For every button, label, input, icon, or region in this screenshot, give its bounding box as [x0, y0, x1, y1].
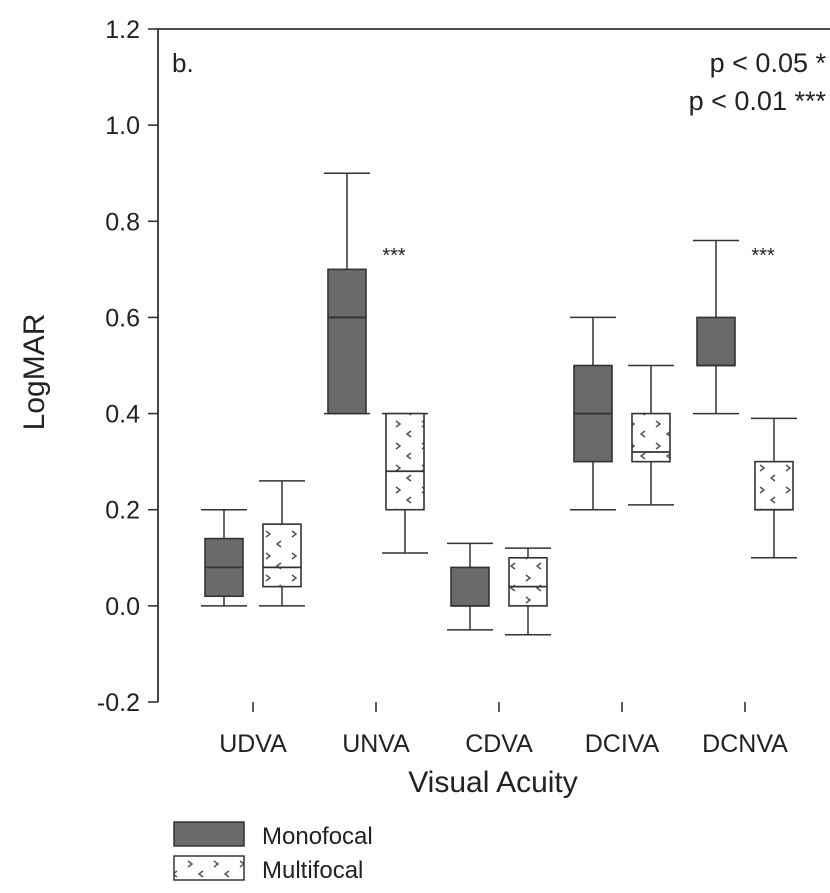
box-multifocal-unva — [382, 412, 428, 554]
iqr-box — [327, 268, 367, 415]
y-tick-label: 0.0 — [105, 593, 140, 621]
box-multifocal-udva — [259, 480, 305, 607]
iqr-box — [631, 412, 671, 463]
box-monofocal-dcnva — [693, 239, 739, 415]
y-axis: -0.2 0.0 0.2 0.4 0.6 0.8 1.0 1.2 — [97, 16, 158, 717]
box-monofocal-cdva — [447, 542, 493, 631]
legend-swatch-monofocal — [173, 821, 245, 847]
box-series — [201, 172, 797, 636]
significance-legend-line-1: p < 0.05 * — [710, 48, 827, 78]
y-tick-label: 1.2 — [105, 16, 140, 44]
box-multifocal-dciva — [628, 364, 674, 506]
significance-annotations: *** *** — [382, 245, 775, 267]
significance-marker: *** — [382, 245, 406, 267]
y-tick-label: 0.4 — [105, 401, 140, 429]
x-tick-label: UDVA — [219, 730, 287, 758]
plot-frame — [157, 28, 830, 702]
box-monofocal-udva — [201, 508, 247, 607]
box-multifocal-dcnva — [751, 417, 797, 559]
x-axis: UDVA UNVA CDVA DCIVA DCNVA — [219, 702, 788, 758]
box-multifocal-cdva — [505, 547, 551, 636]
legend-swatch-multifocal — [173, 855, 245, 881]
significance-legend-line-2: p < 0.01 *** — [689, 86, 827, 116]
box-monofocal-dciva — [570, 316, 616, 511]
x-axis-title: Visual Acuity — [408, 766, 578, 799]
legend: Monofocal Multifocal — [173, 821, 373, 884]
legend-label-multifocal: Multifocal — [262, 857, 363, 884]
y-tick-label: -0.2 — [97, 689, 140, 717]
iqr-box — [508, 556, 548, 607]
x-tick-label: DCNVA — [702, 730, 788, 758]
significance-marker: *** — [751, 245, 775, 267]
y-axis-title: LogMAR — [18, 314, 51, 431]
panel-label: b. — [172, 48, 194, 78]
y-tick-label: 0.8 — [105, 208, 140, 236]
box-monofocal-unva — [324, 172, 370, 415]
x-tick-label: CDVA — [465, 730, 533, 758]
x-tick-label: DCIVA — [585, 730, 660, 758]
y-tick-label: 1.0 — [105, 112, 140, 140]
iqr-box — [450, 566, 490, 607]
iqr-box — [754, 460, 794, 511]
iqr-box — [696, 316, 736, 367]
y-tick-label: 0.6 — [105, 304, 140, 332]
iqr-box — [385, 412, 425, 511]
x-tick-label: UNVA — [342, 730, 410, 758]
legend-label-monofocal: Monofocal — [262, 823, 373, 850]
y-tick-label: 0.2 — [105, 497, 140, 525]
iqr-box — [262, 523, 302, 588]
